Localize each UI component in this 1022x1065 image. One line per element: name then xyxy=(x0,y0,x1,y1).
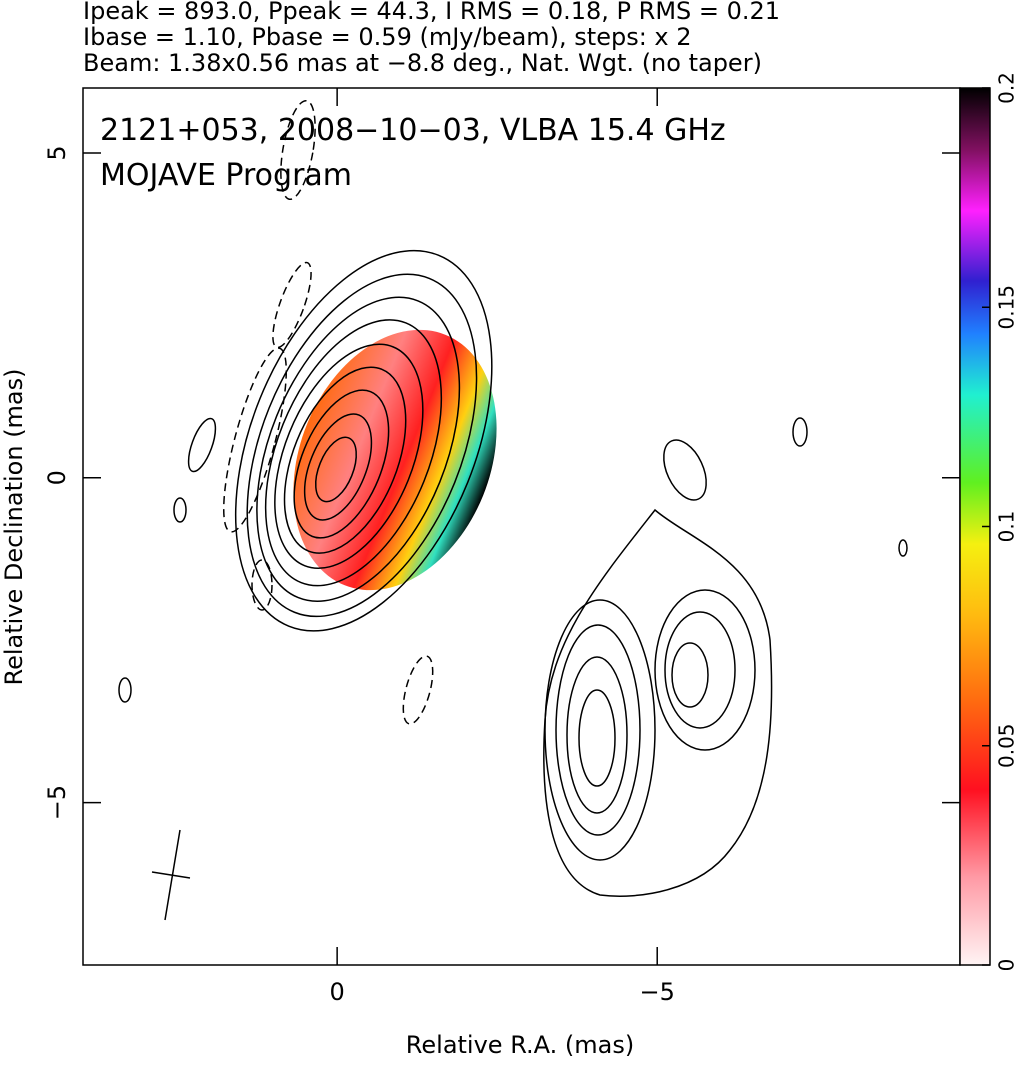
annotation: 2121+053, 2008−10−03, VLBA 15.4 GHz xyxy=(100,113,726,148)
colorbar-tick-label: 0.15 xyxy=(995,285,1019,330)
jet-contours xyxy=(543,439,773,897)
x-tick-label: 0 xyxy=(329,978,344,1006)
polarization-image xyxy=(293,329,497,591)
plot-frame xyxy=(82,87,961,966)
colorbar-tick-label: 0 xyxy=(995,959,1019,972)
header-line: Beam: 1.38x0.56 mas at −8.8 deg., Nat. W… xyxy=(83,49,762,77)
colorbar-tick-label: 0.1 xyxy=(995,511,1019,543)
y-tick-label: 0 xyxy=(43,470,71,485)
x-axis-label: Relative R.A. (mas) xyxy=(406,1031,634,1059)
map xyxy=(118,99,908,921)
header-line: Ipeak = 893.0, Ppeak = 44.3, I RMS = 0.1… xyxy=(83,0,780,25)
core-contours xyxy=(234,249,493,632)
small-contours xyxy=(118,99,908,725)
colorbar-tick-label: 0.2 xyxy=(995,72,1019,104)
annotation: MOJAVE Program xyxy=(100,158,352,193)
colorbar-tick-label: 0.05 xyxy=(995,723,1019,768)
y-axis-label: Relative Declination (mas) xyxy=(0,368,28,685)
y-tick-label: 5 xyxy=(43,145,71,160)
header-line: Ibase = 1.10, Pbase = 0.59 (mJy/beam), s… xyxy=(83,23,692,51)
y-tick-label: −5 xyxy=(43,785,71,820)
x-tick-label: −5 xyxy=(640,978,675,1006)
beam xyxy=(151,829,191,921)
